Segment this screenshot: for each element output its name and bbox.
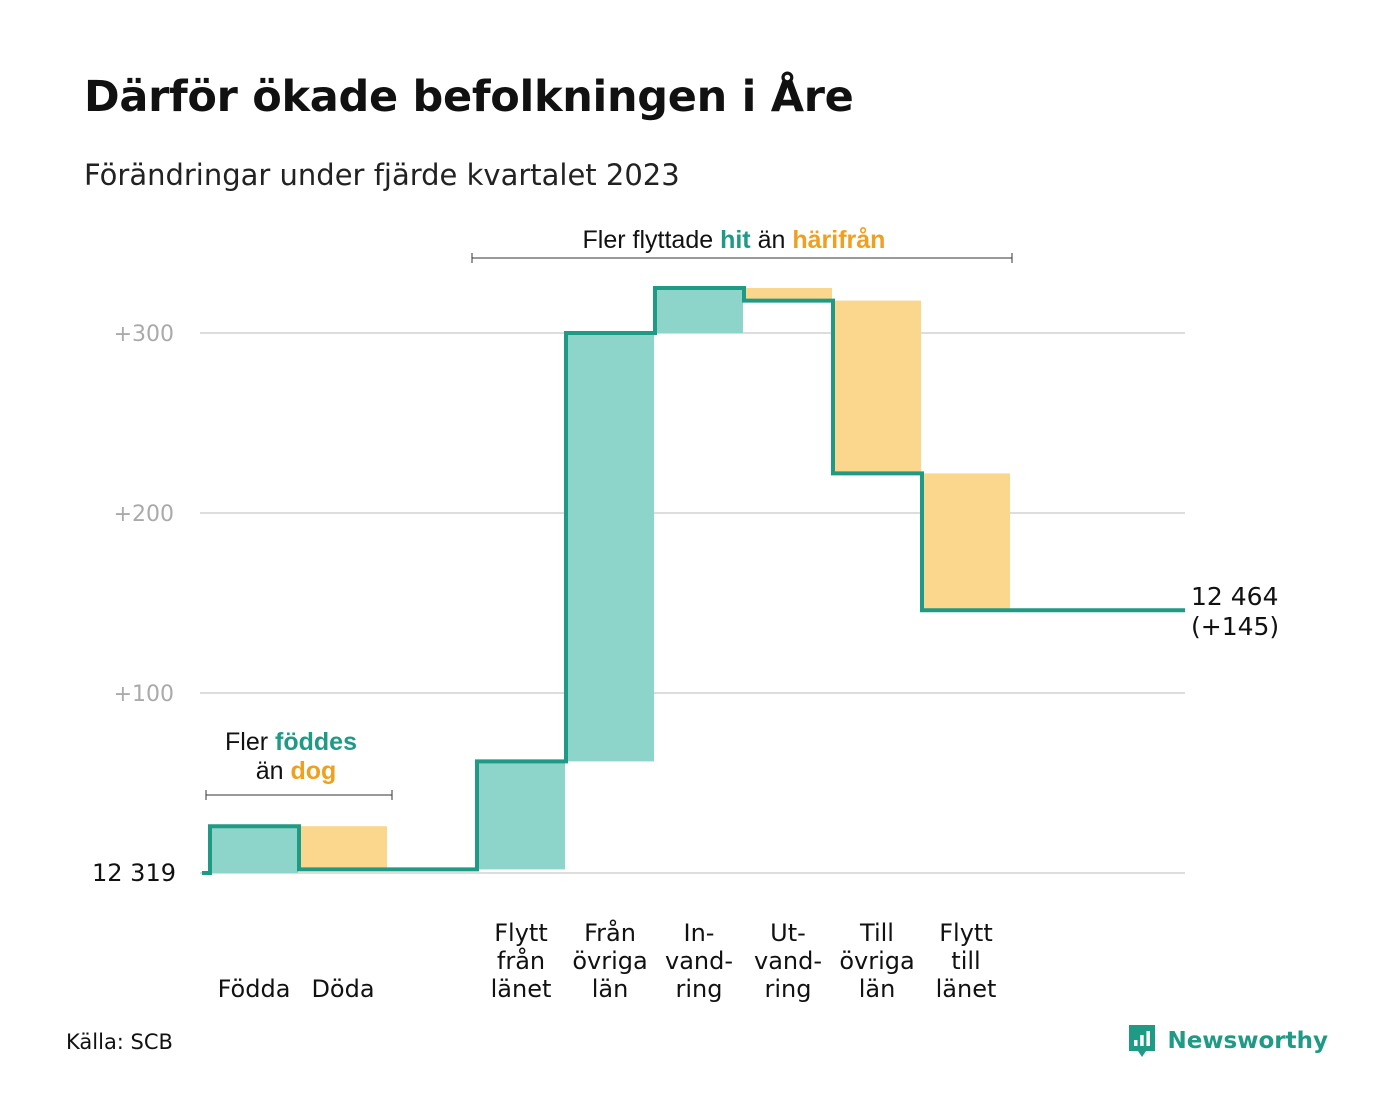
annotation-births-line2: än dog [256,757,337,785]
y-tick-label: +200 [114,502,174,527]
category-label: Flytt [939,919,993,947]
brand-logo[interactable]: Newsworthy [1127,1023,1328,1059]
annotation-moves: Fler flyttade hit än härifrån [471,226,1013,263]
category-label: Ut- [770,919,806,947]
category-label: vand- [665,947,733,975]
category-label: Flytt [494,919,548,947]
chart-subtitle: Förändringar under fjärde kvartalet 2023 [84,158,680,192]
category-label: Döda [311,975,374,1003]
bar-increase [566,333,654,762]
bar-increase [210,826,298,873]
category-label: från [497,946,545,975]
newsworthy-logo-icon [1129,1025,1156,1057]
category-label: övriga [572,947,647,975]
y-tick-label: +300 [114,322,174,347]
annotation-births-line1: Fler föddes [225,728,357,756]
category-label: län [592,975,629,1003]
bar-increase [477,761,565,870]
grid-lines [200,332,1185,874]
bar-decrease [833,300,921,474]
source-note: Källa: SCB [66,1030,173,1054]
category-label: Födda [218,975,291,1003]
category-label: Till [859,919,894,947]
category-label: länet [491,975,552,1003]
bar-increase [655,288,743,333]
category-label: övriga [839,947,914,975]
category-label: till [951,947,980,975]
cumulative-step-line [202,286,1185,875]
annotation-births: Fler föddes än dog [205,728,393,800]
chart-title: Därför ökade befolkningen i Åre [84,72,854,122]
start-value-label: 12 319 [92,859,176,887]
end-value-label: 12 464 [1191,582,1278,611]
bar-decrease [299,826,387,870]
category-label: In- [684,919,715,947]
category-label: länet [936,975,997,1003]
category-label: län [859,975,896,1003]
y-tick-label: +100 [114,682,174,707]
bar-decrease [744,288,832,301]
end-change-label: (+145) [1191,612,1279,641]
category-label: ring [765,975,812,1003]
brand-name: Newsworthy [1167,1028,1328,1054]
category-label: Från [584,918,636,947]
annotation-moves-text: Fler flyttade hit än härifrån [583,226,886,254]
bar-decrease [922,473,1010,611]
category-label: vand- [754,947,822,975]
bars [210,288,1010,873]
category-label: ring [676,975,723,1003]
